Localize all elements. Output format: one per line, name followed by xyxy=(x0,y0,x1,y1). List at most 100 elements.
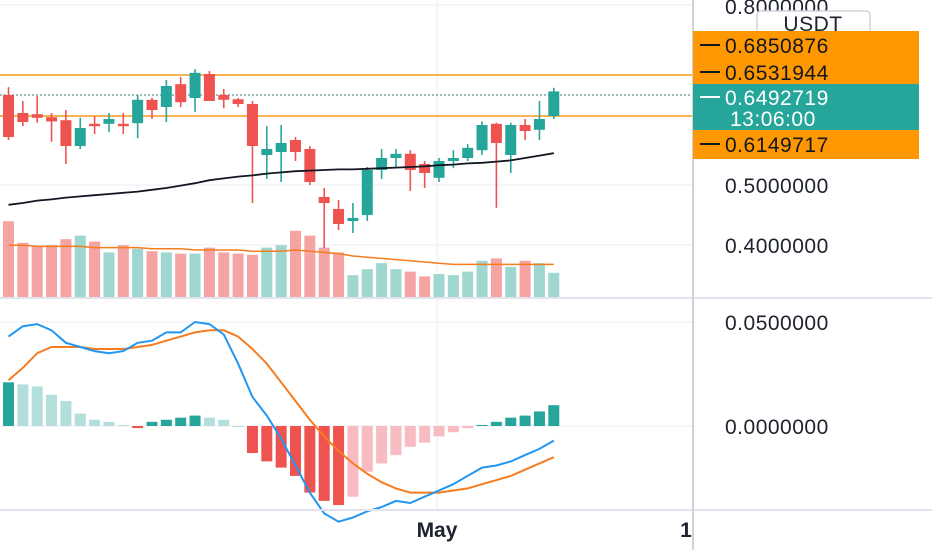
volume-bar xyxy=(275,245,287,298)
candle-up xyxy=(462,147,474,158)
candle-down xyxy=(318,197,330,203)
candle-up xyxy=(361,170,373,215)
volume-bar xyxy=(304,235,316,298)
volume-bar xyxy=(175,253,187,298)
candlesticks xyxy=(3,69,560,248)
candle-up xyxy=(347,218,359,221)
histogram-bar xyxy=(74,413,86,426)
histogram-bar xyxy=(490,421,502,426)
histogram-bar xyxy=(189,415,201,426)
price-tag-orange: 0.6850876 xyxy=(693,31,919,60)
volume-bar xyxy=(189,253,201,298)
price-tag-teal: 0.6492719 13:06:00 xyxy=(693,84,919,131)
candle-down xyxy=(203,74,215,101)
volume-bar xyxy=(46,245,58,298)
volume-bar xyxy=(232,253,244,298)
volume-bar xyxy=(376,263,388,298)
price-tag-orange: 0.6531944 xyxy=(693,58,919,87)
price-axis-label: 0.5000000 xyxy=(725,175,829,198)
candle-up xyxy=(275,143,287,152)
volume-bar xyxy=(31,246,43,298)
candle-down xyxy=(17,113,29,122)
candle-down xyxy=(290,140,301,152)
volume-bar xyxy=(533,263,545,298)
histogram-bar xyxy=(261,426,273,462)
volume-ma-line xyxy=(8,244,554,266)
volume-bar xyxy=(146,251,158,298)
histogram-bar xyxy=(203,417,215,426)
candle-down xyxy=(89,123,101,127)
volume-bar xyxy=(74,235,86,298)
volume-bar xyxy=(318,247,330,298)
price-tag-value: 0.6531944 xyxy=(725,62,829,85)
volume-bar xyxy=(261,247,273,298)
histogram-bar xyxy=(333,426,345,506)
volume-bar xyxy=(60,239,72,298)
currency-label: USDT xyxy=(783,13,842,36)
price-tag-value: 0.6492719 xyxy=(725,87,829,110)
candle-down xyxy=(218,95,230,100)
histogram-bar xyxy=(218,419,230,426)
candle-down xyxy=(232,99,244,104)
histogram-bar xyxy=(462,426,474,429)
volume-bar xyxy=(548,272,560,298)
histogram-bar xyxy=(533,411,545,426)
candle-down xyxy=(419,164,431,173)
histogram-bar xyxy=(476,424,488,426)
histogram-bar xyxy=(290,426,301,476)
histogram-bar xyxy=(60,401,72,426)
volume-bar xyxy=(89,241,101,298)
candle-down xyxy=(304,149,316,182)
moving-average-line xyxy=(8,152,554,206)
histogram-bar xyxy=(548,405,560,426)
volume-bar xyxy=(462,271,474,298)
volume-bar xyxy=(476,260,488,298)
volume-bar xyxy=(419,276,431,298)
candle-down xyxy=(246,104,258,146)
volume-bar xyxy=(246,254,258,298)
candle-down xyxy=(175,84,187,103)
candle-down xyxy=(333,209,345,224)
volume-bar xyxy=(333,252,345,298)
macd-histogram xyxy=(3,382,560,506)
candle-down xyxy=(404,153,416,170)
histogram-bar xyxy=(232,426,244,427)
histogram-bar xyxy=(505,417,517,426)
volume-bar xyxy=(3,221,14,298)
candle-down xyxy=(46,117,58,122)
macd-signal-line xyxy=(7,329,555,494)
candle-down xyxy=(490,123,502,143)
histogram-bar xyxy=(419,426,431,443)
candle-up xyxy=(505,125,517,155)
indicator-axis-label: 0.0500000 xyxy=(725,312,829,335)
volume-bar xyxy=(519,260,531,298)
volume-bar xyxy=(290,230,301,298)
volume-bar xyxy=(390,269,402,298)
candle-up xyxy=(103,119,115,124)
volume-bar xyxy=(447,275,459,298)
histogram-bar xyxy=(519,415,531,426)
price-tag-value: 0.6149717 xyxy=(725,134,829,157)
price-tag-value: 0.6850876 xyxy=(725,35,829,58)
histogram-bar xyxy=(117,424,129,426)
histogram-bar xyxy=(175,417,187,426)
histogram-bar xyxy=(89,419,101,426)
histogram-bar xyxy=(404,426,416,447)
macd-line xyxy=(7,320,555,523)
candle-up xyxy=(548,91,560,116)
volume-bar xyxy=(404,271,416,298)
histogram-bar xyxy=(132,426,144,429)
candle-up xyxy=(476,125,488,151)
histogram-bar xyxy=(361,426,373,472)
candle-down xyxy=(31,114,43,118)
histogram-bar xyxy=(433,426,445,437)
histogram-bar xyxy=(31,386,43,426)
candle-up xyxy=(74,128,86,146)
candle-up xyxy=(160,86,172,107)
histogram-bar xyxy=(390,426,402,456)
candle-down xyxy=(60,120,72,146)
candle-up xyxy=(447,158,459,161)
grid xyxy=(0,0,693,510)
histogram-bar xyxy=(275,426,287,468)
